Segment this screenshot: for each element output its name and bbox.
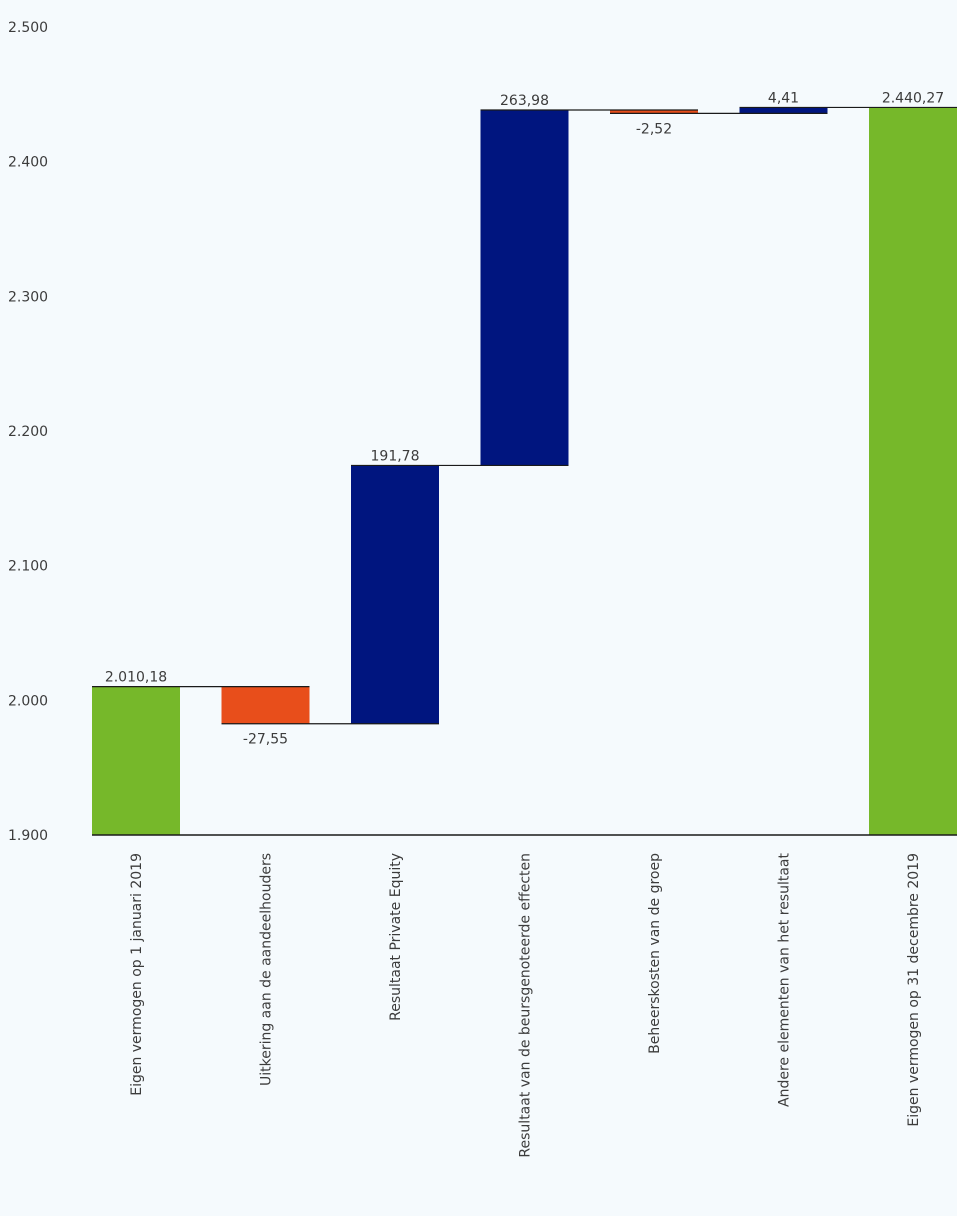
data-label: 2.440,27: [882, 90, 944, 106]
waterfall-bar: [739, 107, 828, 114]
x-tick-label: Eigen vermogen op 31 decembre 2019: [906, 853, 922, 1127]
x-tick-label: Resultaat van de beursgenoteerde effecte…: [518, 853, 534, 1158]
waterfall-bar: [869, 107, 957, 835]
data-label: -27,55: [243, 732, 288, 748]
data-label: 2.010,18: [105, 670, 167, 686]
waterfall-bar: [92, 686, 180, 835]
data-labels: 2.010,18 -27,55 191,78 263,98 -2,52 4,41 2.440…: [105, 90, 944, 747]
y-tick-label: 2.200: [8, 424, 48, 440]
data-label: 263,98: [500, 93, 549, 109]
y-tick-label: 2.000: [8, 693, 48, 709]
y-tick-label: 2.400: [8, 155, 48, 171]
data-label: -2,52: [636, 121, 672, 137]
x-axis: Eigen vermogen op 1 januari 2019 Uitkerin…: [129, 852, 922, 1157]
waterfall-bar: [480, 109, 569, 466]
y-tick-label: 2.300: [8, 289, 48, 305]
waterfall-bar: [221, 686, 310, 724]
x-tick-label: Andere elementen van het resultaat: [777, 852, 793, 1107]
x-tick-label: Resultaat Private Equity: [388, 853, 404, 1021]
y-tick-label: 2.500: [8, 20, 48, 36]
connectors: [92, 106, 957, 725]
waterfall-bar: [351, 465, 439, 724]
data-label: 4,41: [768, 90, 799, 106]
waterfall-bar: [610, 109, 698, 114]
y-tick-label: 1.900: [8, 828, 48, 844]
x-tick-label: Eigen vermogen op 1 januari 2019: [129, 853, 145, 1096]
y-tick-label: 2.100: [8, 559, 48, 575]
y-axis: 1.900 2.000 2.100 2.200 2.300 2.400 2.500: [8, 20, 48, 844]
bars: [92, 107, 957, 835]
data-label: 191,78: [371, 448, 420, 464]
x-tick-label: Beheerskosten van de groep: [647, 853, 663, 1054]
x-tick-label: Uitkering aan de aandeelhouders: [259, 853, 275, 1086]
